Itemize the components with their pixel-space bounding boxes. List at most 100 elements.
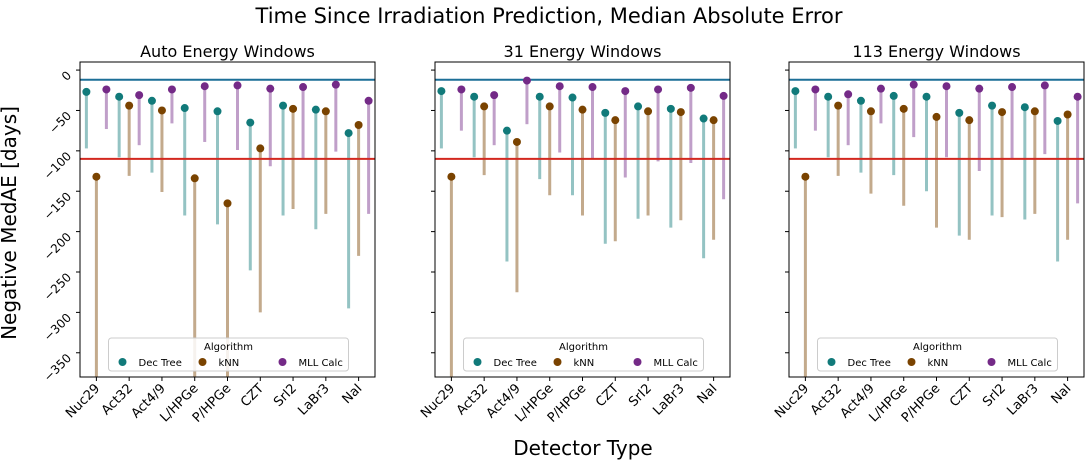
data-point bbox=[1063, 110, 1072, 119]
data-point bbox=[666, 104, 675, 113]
legend-marker bbox=[198, 358, 207, 366]
data-point bbox=[909, 80, 918, 89]
legend-entry-label: Dec Tree bbox=[139, 358, 182, 369]
x-tick-label: LaBr3 bbox=[1004, 381, 1041, 418]
data-point bbox=[180, 104, 189, 113]
panel-1: Auto Energy Windows 0 −50 −100 −150 −200 −250 −… bbox=[41, 42, 376, 426]
panel-title: Auto Energy Windows bbox=[140, 42, 315, 61]
legend-title: Algorithm bbox=[204, 342, 253, 353]
data-point bbox=[167, 85, 176, 94]
data-point bbox=[437, 87, 446, 96]
legend-marker bbox=[118, 358, 127, 366]
legend-entry-label: MLL Calc bbox=[1008, 358, 1052, 369]
data-point bbox=[801, 172, 810, 181]
data-point bbox=[289, 104, 298, 113]
data-point bbox=[555, 82, 564, 91]
data-point bbox=[998, 108, 1007, 117]
data-point bbox=[480, 102, 489, 111]
data-point bbox=[844, 90, 853, 99]
data-point bbox=[115, 92, 124, 101]
data-point bbox=[932, 112, 941, 121]
legend-entry-label: Dec Tree bbox=[494, 358, 537, 369]
data-point bbox=[102, 85, 111, 94]
x-tick-label: LaBr3 bbox=[650, 381, 687, 418]
data-point bbox=[676, 108, 685, 117]
x-tick-label: LaBr3 bbox=[295, 381, 332, 418]
x-tick-label: Nuc29 bbox=[772, 381, 812, 421]
data-point bbox=[213, 107, 222, 116]
data-point bbox=[321, 107, 330, 116]
plot-area bbox=[435, 76, 730, 377]
data-point bbox=[965, 116, 974, 125]
data-point bbox=[147, 96, 156, 105]
legend-entry-label: kNN bbox=[928, 358, 949, 369]
x-tick-label: CZT bbox=[238, 381, 267, 410]
y-tick-label: −100 bbox=[41, 149, 74, 182]
data-point bbox=[1053, 116, 1062, 125]
data-point bbox=[568, 93, 577, 102]
data-point bbox=[299, 83, 308, 92]
x-tick-label: NaI bbox=[695, 381, 721, 407]
chart-panels: Auto Energy Windows 0 −50 −100 −150 −200 −250 −… bbox=[41, 42, 1085, 426]
x-tick-label: SrI2 bbox=[626, 381, 655, 410]
data-point bbox=[470, 92, 479, 101]
x-tick-label: CZT bbox=[947, 381, 976, 410]
panel-2: 31 Energy WindowsNuc29Act32Act4/9L/HPGeP… bbox=[418, 42, 731, 426]
legend-entry-label: MLL Calc bbox=[299, 358, 343, 369]
legend-marker bbox=[987, 358, 996, 366]
data-point bbox=[942, 82, 951, 91]
x-tick-label: Nuc29 bbox=[418, 381, 458, 421]
y-tick-label: −300 bbox=[41, 311, 74, 344]
legend-entry-label: kNN bbox=[219, 358, 240, 369]
data-point bbox=[279, 101, 288, 110]
data-point bbox=[82, 87, 91, 96]
data-point bbox=[889, 91, 898, 100]
data-point bbox=[135, 91, 144, 100]
legend-marker bbox=[553, 358, 562, 366]
data-point bbox=[502, 126, 511, 135]
panel-3: 113 Energy WindowsNuc29Act32Act4/9L/HPGe… bbox=[772, 42, 1085, 426]
plot-area bbox=[789, 78, 1084, 377]
y-axis-label: Negative MedAE [days] bbox=[0, 106, 21, 340]
x-tick-label: NaI bbox=[340, 381, 366, 407]
legend-entry-label: kNN bbox=[574, 358, 595, 369]
data-point bbox=[709, 116, 718, 125]
data-point bbox=[535, 92, 544, 101]
data-point bbox=[331, 80, 340, 89]
data-point bbox=[899, 104, 908, 113]
data-point bbox=[719, 91, 728, 100]
legend-entry-label: MLL Calc bbox=[654, 358, 698, 369]
data-point bbox=[1020, 103, 1029, 112]
x-tick-label: CZT bbox=[593, 381, 622, 410]
data-point bbox=[1040, 81, 1049, 90]
legend: Algorithm Dec Tree kNN MLL Calc bbox=[817, 337, 1058, 372]
data-point bbox=[344, 129, 353, 138]
data-point bbox=[611, 116, 620, 125]
data-point bbox=[578, 105, 587, 114]
data-point bbox=[233, 81, 242, 90]
data-point bbox=[644, 107, 653, 116]
figure-title: Time Since Irradiation Prediction, Media… bbox=[255, 4, 843, 28]
data-point bbox=[834, 101, 843, 110]
data-point bbox=[601, 108, 610, 117]
plot-area bbox=[80, 78, 375, 377]
data-point bbox=[223, 199, 232, 208]
data-point bbox=[92, 172, 101, 181]
legend-marker bbox=[278, 358, 287, 366]
data-point bbox=[1008, 83, 1017, 92]
x-tick-label: SrI2 bbox=[980, 381, 1009, 410]
data-point bbox=[621, 87, 630, 96]
legend-title: Algorithm bbox=[559, 342, 608, 353]
legend-marker bbox=[907, 358, 916, 366]
data-point bbox=[1030, 107, 1039, 116]
data-point bbox=[866, 107, 875, 116]
data-point bbox=[364, 96, 373, 105]
data-point bbox=[246, 118, 255, 127]
data-point bbox=[588, 83, 597, 92]
data-point bbox=[654, 85, 663, 94]
data-point bbox=[157, 106, 166, 115]
y-tick-label: −250 bbox=[41, 270, 74, 303]
data-point bbox=[266, 84, 275, 93]
panel-title: 31 Energy Windows bbox=[504, 42, 662, 61]
